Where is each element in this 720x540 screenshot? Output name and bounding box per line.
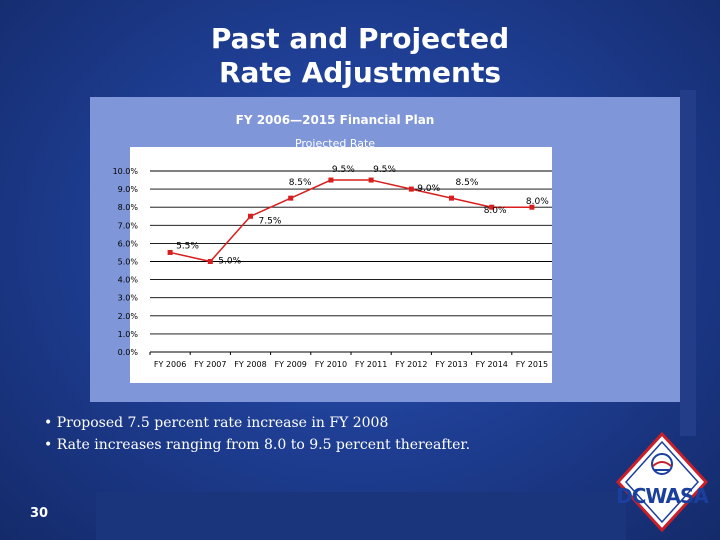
y-tick-label: 10.0%	[113, 167, 139, 176]
y-tick-label: 1.0%	[118, 330, 139, 339]
data-label: 9.0%	[417, 184, 440, 194]
data-point	[529, 204, 535, 210]
title-line-1: Past and Projected	[210, 22, 510, 55]
x-tick-label: FY 2006	[154, 360, 186, 369]
data-label: 8.0%	[484, 206, 507, 216]
chart-title: FY 2006—2015 Financial Plan	[236, 113, 435, 127]
x-tick-label: FY 2013	[435, 360, 467, 369]
bullet-item: • Proposed 7.5 percent rate increase in …	[44, 415, 389, 431]
logo-shape-icon	[615, 431, 709, 533]
bullet-list: • Proposed 7.5 percent rate increase in …	[44, 412, 644, 456]
chart-subtitle: Projected Rate	[295, 137, 375, 150]
y-tick-label: 9.0%	[118, 185, 139, 194]
x-tick-label: FY 2008	[234, 360, 266, 369]
data-point	[328, 177, 334, 183]
dcwasa-logo: DCWASA	[615, 431, 709, 534]
data-point	[248, 213, 253, 219]
slide-title: Past and Projected Rate Adjustments	[0, 22, 720, 90]
y-tick-label: 4.0%	[118, 276, 139, 285]
data-label: 9.5%	[332, 165, 355, 175]
y-tick-label: 6.0%	[118, 239, 139, 248]
data-point	[167, 249, 173, 255]
data-point	[288, 195, 294, 201]
plot-area	[130, 147, 552, 383]
footer-band	[96, 492, 626, 540]
x-tick-label: FY 2014	[476, 360, 508, 369]
logo-text: DCWASA	[616, 484, 709, 508]
y-tick-label: 2.0%	[118, 312, 139, 321]
page-number: 30	[30, 506, 49, 521]
data-label: 5.5%	[176, 241, 199, 251]
data-point	[207, 259, 213, 264]
data-label: 7.5%	[259, 216, 282, 226]
title-line-2: Rate Adjustments	[218, 56, 502, 89]
x-tick-label: FY 2007	[194, 360, 226, 369]
x-tick-label: FY 2011	[355, 360, 387, 369]
data-label: 8.5%	[456, 178, 479, 188]
y-tick-label: 0.0%	[118, 348, 139, 357]
bullet-item: • Rate increases ranging from 8.0 to 9.5…	[44, 437, 471, 453]
data-point	[368, 177, 374, 183]
data-label: 9.5%	[373, 165, 396, 175]
data-label: 8.0%	[526, 197, 549, 207]
decorative-side-bar	[680, 90, 696, 436]
series-line	[169, 179, 532, 263]
data-label: 5.0%	[218, 257, 241, 267]
data-point	[408, 186, 414, 192]
y-tick-label: 7.0%	[118, 221, 139, 230]
x-tick-label: FY 2009	[275, 360, 307, 369]
y-tick-label: 3.0%	[118, 294, 139, 303]
data-point	[489, 204, 495, 210]
x-tick-label: FY 2012	[395, 360, 427, 369]
data-label: 8.5%	[289, 178, 312, 188]
x-tick-label: FY 2015	[516, 360, 548, 369]
y-tick-label: 8.0%	[118, 203, 139, 212]
data-point	[449, 195, 454, 201]
x-tick-label: FY 2010	[315, 360, 347, 369]
y-tick-label: 5.0%	[118, 258, 139, 267]
